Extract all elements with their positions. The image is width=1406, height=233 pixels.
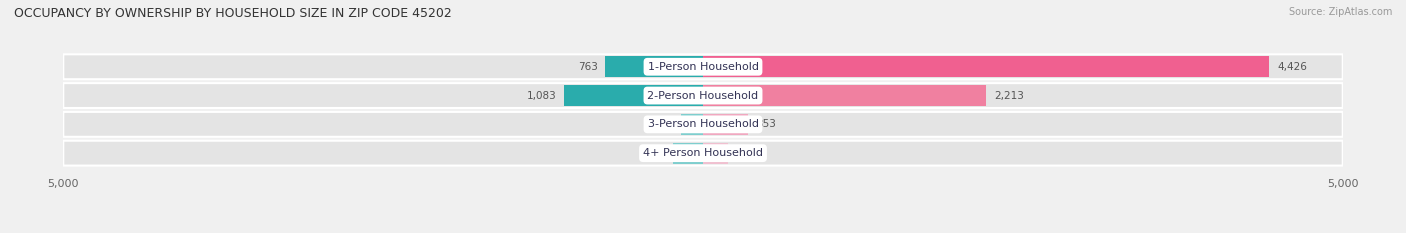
Text: 192: 192	[735, 148, 755, 158]
Bar	[564, 85, 703, 106]
Text: 175: 175	[652, 119, 673, 129]
Text: 3-Person Household: 3-Person Household	[648, 119, 758, 129]
Text: 1,083: 1,083	[527, 91, 557, 101]
Bar	[681, 114, 703, 135]
Bar	[606, 56, 703, 77]
Bar	[703, 143, 727, 164]
Bar	[703, 56, 1270, 77]
Text: 763: 763	[578, 62, 598, 72]
Text: 1-Person Household: 1-Person Household	[648, 62, 758, 72]
Bar	[703, 114, 748, 135]
FancyBboxPatch shape	[63, 83, 1343, 108]
FancyBboxPatch shape	[63, 112, 1343, 137]
Text: Source: ZipAtlas.com: Source: ZipAtlas.com	[1288, 7, 1392, 17]
Text: 2-Person Household: 2-Person Household	[647, 91, 759, 101]
FancyBboxPatch shape	[63, 141, 1343, 166]
Bar	[703, 85, 986, 106]
Text: 4+ Person Household: 4+ Person Household	[643, 148, 763, 158]
Text: 4,426: 4,426	[1277, 62, 1306, 72]
Text: 231: 231	[645, 148, 666, 158]
Text: OCCUPANCY BY OWNERSHIP BY HOUSEHOLD SIZE IN ZIP CODE 45202: OCCUPANCY BY OWNERSHIP BY HOUSEHOLD SIZE…	[14, 7, 451, 20]
Bar	[673, 143, 703, 164]
FancyBboxPatch shape	[63, 54, 1343, 79]
Text: 2,213: 2,213	[994, 91, 1024, 101]
Text: 353: 353	[756, 119, 776, 129]
